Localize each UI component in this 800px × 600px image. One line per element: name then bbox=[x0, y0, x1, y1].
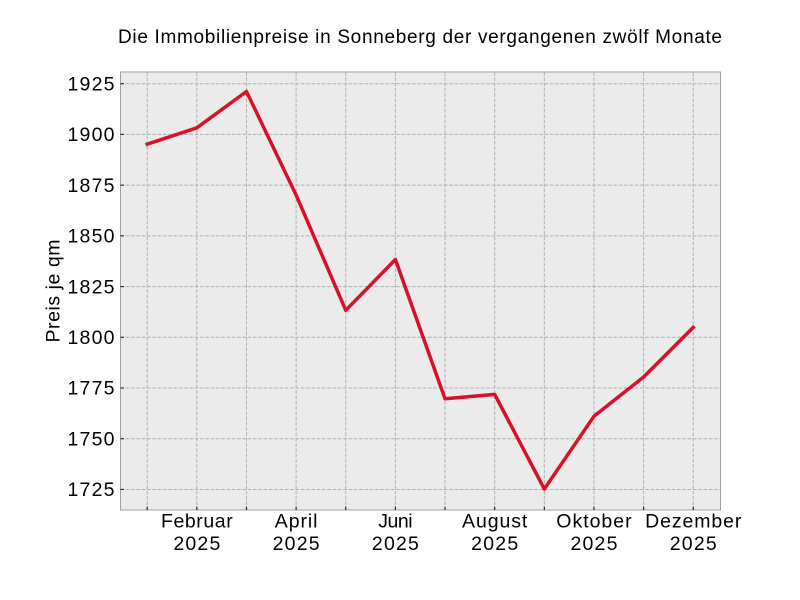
svg-text:2025: 2025 bbox=[471, 533, 518, 555]
svg-text:1750: 1750 bbox=[68, 428, 115, 450]
svg-text:Preis je qm: Preis je qm bbox=[43, 240, 65, 343]
svg-text:Die Immobilienpreise in Sonneb: Die Immobilienpreise in Sonneberg der ve… bbox=[118, 27, 722, 48]
svg-text:April: April bbox=[275, 510, 318, 532]
svg-text:Februar: Februar bbox=[161, 510, 233, 532]
svg-text:1800: 1800 bbox=[68, 327, 115, 349]
svg-text:Dezember: Dezember bbox=[645, 510, 742, 532]
svg-text:1900: 1900 bbox=[68, 124, 115, 146]
svg-text:2025: 2025 bbox=[670, 533, 717, 555]
svg-text:2025: 2025 bbox=[372, 533, 419, 555]
svg-text:2025: 2025 bbox=[570, 533, 617, 555]
svg-text:2025: 2025 bbox=[173, 533, 220, 555]
svg-text:Juni: Juni bbox=[378, 510, 412, 532]
svg-text:1775: 1775 bbox=[68, 378, 115, 400]
svg-text:1875: 1875 bbox=[68, 175, 115, 197]
svg-text:1850: 1850 bbox=[68, 226, 115, 248]
svg-text:1825: 1825 bbox=[68, 276, 115, 298]
svg-text:August: August bbox=[462, 510, 528, 532]
svg-text:Oktober: Oktober bbox=[556, 510, 632, 532]
svg-text:2025: 2025 bbox=[273, 533, 320, 555]
svg-text:1925: 1925 bbox=[68, 73, 115, 95]
svg-text:1725: 1725 bbox=[68, 479, 115, 501]
